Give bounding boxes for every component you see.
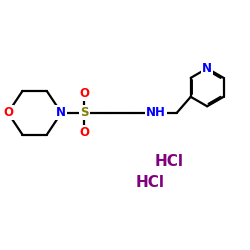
Text: HCl: HCl bbox=[136, 174, 164, 190]
Text: O: O bbox=[80, 87, 90, 100]
Text: NH: NH bbox=[146, 106, 166, 119]
Text: N: N bbox=[202, 62, 212, 75]
Text: S: S bbox=[80, 106, 89, 119]
Text: N: N bbox=[56, 106, 66, 119]
Text: O: O bbox=[3, 106, 13, 119]
Text: O: O bbox=[80, 126, 90, 139]
Text: HCl: HCl bbox=[155, 154, 184, 169]
